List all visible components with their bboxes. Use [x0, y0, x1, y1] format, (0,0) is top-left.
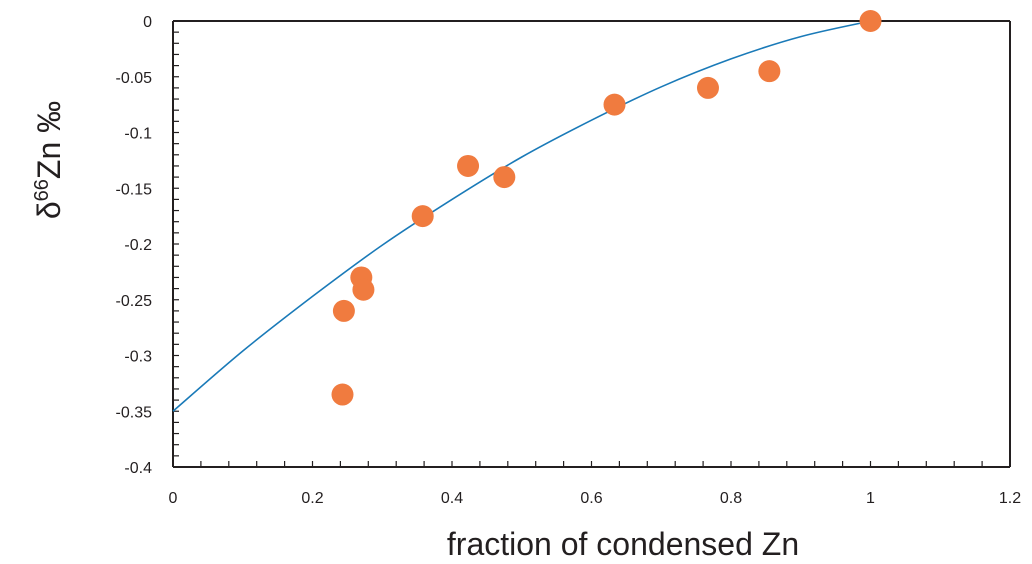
x-tick-label: 1 [866, 490, 875, 507]
fit-curve-layer [172, 20, 871, 412]
y-tick-label: -0.1 [124, 126, 152, 143]
y-tick-label: -0.2 [124, 237, 152, 254]
y-axis-title-rest: Zn ‰ [31, 101, 67, 179]
tick-labels: 0 -0.05 -0.1 -0.15 -0.2 -0.25 -0.3 -0.35 -0.4 0 0.… [116, 14, 1022, 507]
y-axis-title-prefix: δ [31, 201, 67, 219]
y-tick-label: -0.25 [116, 293, 153, 310]
y-tick-label: -0.15 [116, 181, 153, 198]
y-tick-label: -0.4 [124, 460, 152, 477]
data-point [758, 60, 781, 83]
fit-curve [172, 20, 871, 412]
x-tick-label: 0.4 [441, 490, 463, 507]
data-point [603, 93, 626, 116]
data-point [411, 205, 434, 228]
x-axis-title: fraction of condensed Zn [447, 526, 799, 562]
y-tick-label: -0.3 [124, 349, 152, 366]
x-tick-label: 1.2 [999, 490, 1021, 507]
data-point [331, 383, 354, 406]
data-point [457, 154, 480, 177]
y-tick-label: -0.05 [116, 70, 153, 87]
data-point [352, 278, 375, 301]
x-tick-label: 0 [169, 490, 178, 507]
y-tick-label: -0.35 [116, 404, 153, 421]
data-point [696, 76, 719, 99]
y-tick-label: 0 [143, 14, 152, 31]
data-point [332, 299, 355, 322]
x-tick-label: 0.2 [301, 490, 323, 507]
y-axis-title-superscript: 66 [31, 179, 53, 201]
y-axis-title: δ66Zn ‰ [31, 101, 67, 219]
x-tick-label: 0.8 [720, 490, 742, 507]
data-points-layer [331, 10, 882, 406]
plot-frame [172, 20, 1011, 468]
data-point [859, 10, 882, 32]
data-point [493, 166, 516, 189]
x-tick-label: 0.6 [580, 490, 602, 507]
axis-ticks [172, 20, 1011, 468]
